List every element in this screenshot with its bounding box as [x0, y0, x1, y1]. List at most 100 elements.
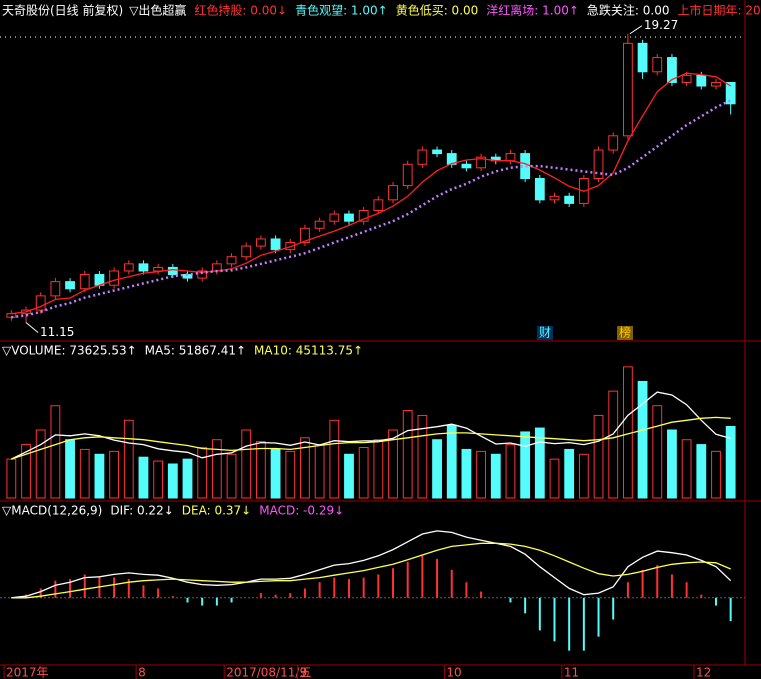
- chart-title: 天奇股份(日线 前复权): [2, 3, 123, 18]
- volume-bar: [109, 450, 120, 499]
- volume-bar: [153, 460, 164, 499]
- indicator-readout: MACD: -0.29↓: [259, 504, 344, 518]
- volume-bar: [255, 441, 266, 499]
- volume-bar: [446, 424, 457, 499]
- candle-body: [667, 57, 677, 83]
- x-tick-label: 2017年: [6, 666, 49, 679]
- volume-bar: [123, 419, 134, 499]
- candle-body: [417, 149, 428, 165]
- volume-bar: [373, 439, 384, 499]
- volume-bar: [402, 410, 413, 499]
- volume-bar: [534, 427, 545, 499]
- candle-body: [329, 213, 340, 222]
- candle-body: [476, 156, 487, 169]
- volume-bar: [197, 446, 208, 499]
- indicator-readout: 急跌关注: 0.00: [587, 3, 670, 18]
- volume-bar: [564, 448, 575, 499]
- indicator-line: [11, 416, 731, 460]
- candle-body: [79, 274, 90, 290]
- candle-body: [593, 149, 604, 180]
- volume-bar: [241, 429, 252, 499]
- candle-body: [123, 263, 134, 272]
- volume-bar: [300, 437, 310, 499]
- candle-body: [167, 266, 178, 276]
- volume-bar: [6, 458, 17, 499]
- candle-body: [344, 213, 354, 222]
- candle-body: [652, 57, 663, 73]
- candle-body: [255, 238, 266, 247]
- volume-bar: [593, 414, 604, 499]
- volume-bar: [314, 444, 325, 499]
- candle-body: [549, 195, 560, 201]
- event-marker-box: [537, 326, 553, 340]
- candle-body: [35, 295, 46, 311]
- volume-bar: [167, 463, 178, 499]
- volume-bar: [520, 431, 531, 499]
- indicator-readout: MA5: 51867.41↑: [145, 344, 246, 358]
- indicator-readout: ▽MACD(12,26,9): [2, 504, 102, 518]
- candle-body: [270, 238, 281, 251]
- volume-bar: [358, 446, 369, 499]
- candle-body: [505, 153, 516, 162]
- indicator-readout: 黄色低买: 0.00: [396, 4, 479, 18]
- indicator-readout: DEA: 0.37↓: [182, 504, 251, 518]
- candle-body: [564, 195, 575, 204]
- candle-body: [65, 281, 75, 290]
- x-tick-label: 10: [446, 666, 461, 679]
- x-tick-label: 9: [300, 666, 308, 679]
- volume-bar: [476, 450, 487, 499]
- volume-bar: [432, 439, 442, 499]
- indicator-readout: 青色观望: 1.00↑: [295, 4, 388, 18]
- event-marker: 榜: [619, 325, 631, 340]
- candle-body: [50, 281, 61, 297]
- volume-bar: [329, 419, 340, 499]
- volume-bar: [711, 450, 721, 499]
- volume-bar: [637, 380, 648, 499]
- candle-body: [285, 242, 296, 251]
- indicator-line: [11, 391, 731, 460]
- candle-body: [314, 220, 325, 229]
- candle-body: [681, 74, 692, 83]
- volume-bar: [725, 425, 736, 499]
- candle-body: [373, 199, 384, 212]
- event-marker: 财: [539, 326, 551, 340]
- indicator-line: [11, 99, 732, 319]
- min-leader: [25, 322, 39, 333]
- candle-body: [711, 81, 721, 87]
- candle-body: [432, 149, 442, 155]
- volume-bar: [696, 444, 707, 499]
- indicator-line: [11, 72, 732, 315]
- candle-body: [696, 74, 707, 87]
- volume-bar: [681, 439, 692, 499]
- candle-body: [534, 178, 545, 201]
- volume-bar: [388, 429, 398, 499]
- volume-bar: [94, 453, 105, 499]
- volume-bar: [490, 453, 501, 499]
- volume-bar: [138, 456, 149, 499]
- volume-bar: [549, 458, 560, 499]
- indicator-readout: MA10: 45113.75↑: [254, 344, 363, 358]
- volume-bar: [285, 450, 296, 499]
- volume-bar: [182, 458, 193, 499]
- indicator-readout: ▽VOLUME: 73625.53↑: [2, 344, 137, 358]
- candle-body: [109, 270, 120, 286]
- volume-bar: [79, 448, 90, 499]
- x-tick-label: 12: [696, 666, 711, 679]
- candle-body: [241, 245, 252, 258]
- candle-body: [622, 42, 633, 137]
- volume-bar: [652, 405, 663, 499]
- volume-bar: [608, 390, 619, 499]
- volume-bar: [21, 444, 31, 499]
- volume-bar: [226, 453, 237, 499]
- candle-body: [402, 163, 413, 187]
- indicator-readout: DIF: 0.22↓: [110, 504, 173, 518]
- indicator-line: [11, 542, 731, 599]
- volume-bar: [270, 448, 281, 499]
- candle-body: [226, 256, 237, 265]
- volume-bar: [667, 429, 677, 499]
- max-label: 19.27: [644, 18, 678, 32]
- min-label: 11.15: [40, 325, 74, 339]
- candle-body: [461, 163, 472, 169]
- volume-bar: [344, 453, 354, 499]
- indicator-line: [11, 530, 732, 599]
